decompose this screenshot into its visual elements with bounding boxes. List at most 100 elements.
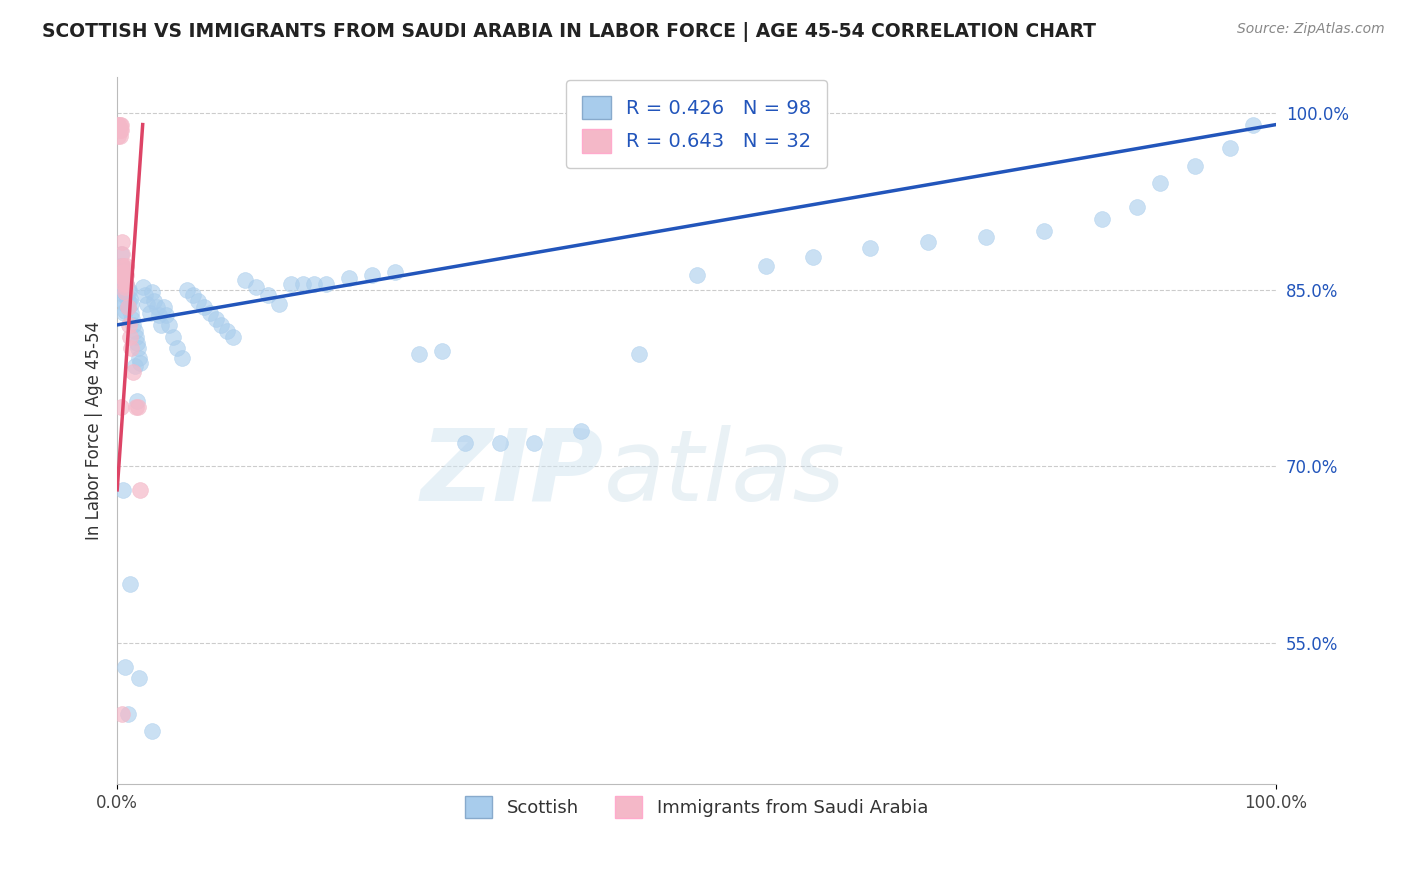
Point [361,268,384,283]
Point [107,129,129,144]
Point [217,324,239,338]
Point [114,280,136,294]
Point [193,300,215,314]
Point [569,424,592,438]
Point [145,300,167,314]
Point [222,329,245,343]
Point [488,435,510,450]
Point [117,300,139,314]
Text: Source: ZipAtlas.com: Source: ZipAtlas.com [1237,22,1385,37]
Point [162,329,184,343]
Point [111,259,134,273]
Point [112,288,135,302]
Point [120,306,142,320]
Point [115,277,138,291]
Point [166,342,188,356]
Point [118,292,141,306]
Point [454,435,477,450]
Text: atlas: atlas [605,425,845,522]
Point [917,235,939,250]
Point [108,123,131,137]
Point [111,265,134,279]
Point [112,270,135,285]
Point [1184,159,1206,173]
Point [111,270,134,285]
Point [122,318,145,332]
Point [291,277,314,291]
Point [337,270,360,285]
Point [112,306,135,320]
Point [233,273,256,287]
Point [111,259,134,273]
Point [107,118,129,132]
Point [111,277,134,291]
Text: ZIP: ZIP [420,425,605,522]
Point [245,280,267,294]
Point [155,309,177,323]
Point [110,401,132,415]
Point [111,247,134,261]
Point [125,335,148,350]
Point [120,342,142,356]
Point [125,329,148,343]
Point [114,296,136,310]
Point [111,273,134,287]
Point [110,270,132,285]
Point [114,285,136,299]
Point [112,280,135,294]
Point [108,118,131,132]
Point [107,259,129,273]
Point [112,277,135,291]
Point [117,706,139,721]
Point [108,265,131,279]
Point [111,270,134,285]
Point [1126,200,1149,214]
Point [114,285,136,299]
Point [110,283,132,297]
Point [125,401,148,415]
Point [124,324,146,338]
Point [128,672,150,686]
Point [523,435,546,450]
Point [150,318,173,332]
Point [1149,177,1171,191]
Point [115,268,138,283]
Point [114,303,136,318]
Point [143,294,166,309]
Legend: Scottish, Immigrants from Saudi Arabia: Scottish, Immigrants from Saudi Arabia [458,789,935,825]
Point [120,296,142,310]
Point [801,250,824,264]
Point [181,288,204,302]
Point [198,306,221,320]
Point [114,659,136,673]
Point [138,306,160,320]
Point [108,129,131,144]
Point [111,283,134,297]
Point [430,343,453,358]
Point [1091,211,1114,226]
Point [125,394,148,409]
Point [408,347,430,361]
Point [1219,141,1241,155]
Point [108,277,131,291]
Point [124,359,146,373]
Point [211,318,233,332]
Point [111,294,134,309]
Point [976,229,998,244]
Point [129,483,152,497]
Point [127,342,149,356]
Point [117,300,139,314]
Point [117,294,139,309]
Text: SCOTTISH VS IMMIGRANTS FROM SAUDI ARABIA IN LABOR FORCE | AGE 45-54 CORRELATION : SCOTTISH VS IMMIGRANTS FROM SAUDI ARABIA… [42,22,1097,42]
Point [118,285,141,299]
Point [118,577,141,591]
Point [859,241,882,255]
Point [112,268,135,283]
Point [136,296,159,310]
Point [115,277,138,291]
Point [685,268,707,283]
Point [121,312,143,326]
Point [172,351,194,365]
Point [302,277,325,291]
Point [118,318,141,332]
